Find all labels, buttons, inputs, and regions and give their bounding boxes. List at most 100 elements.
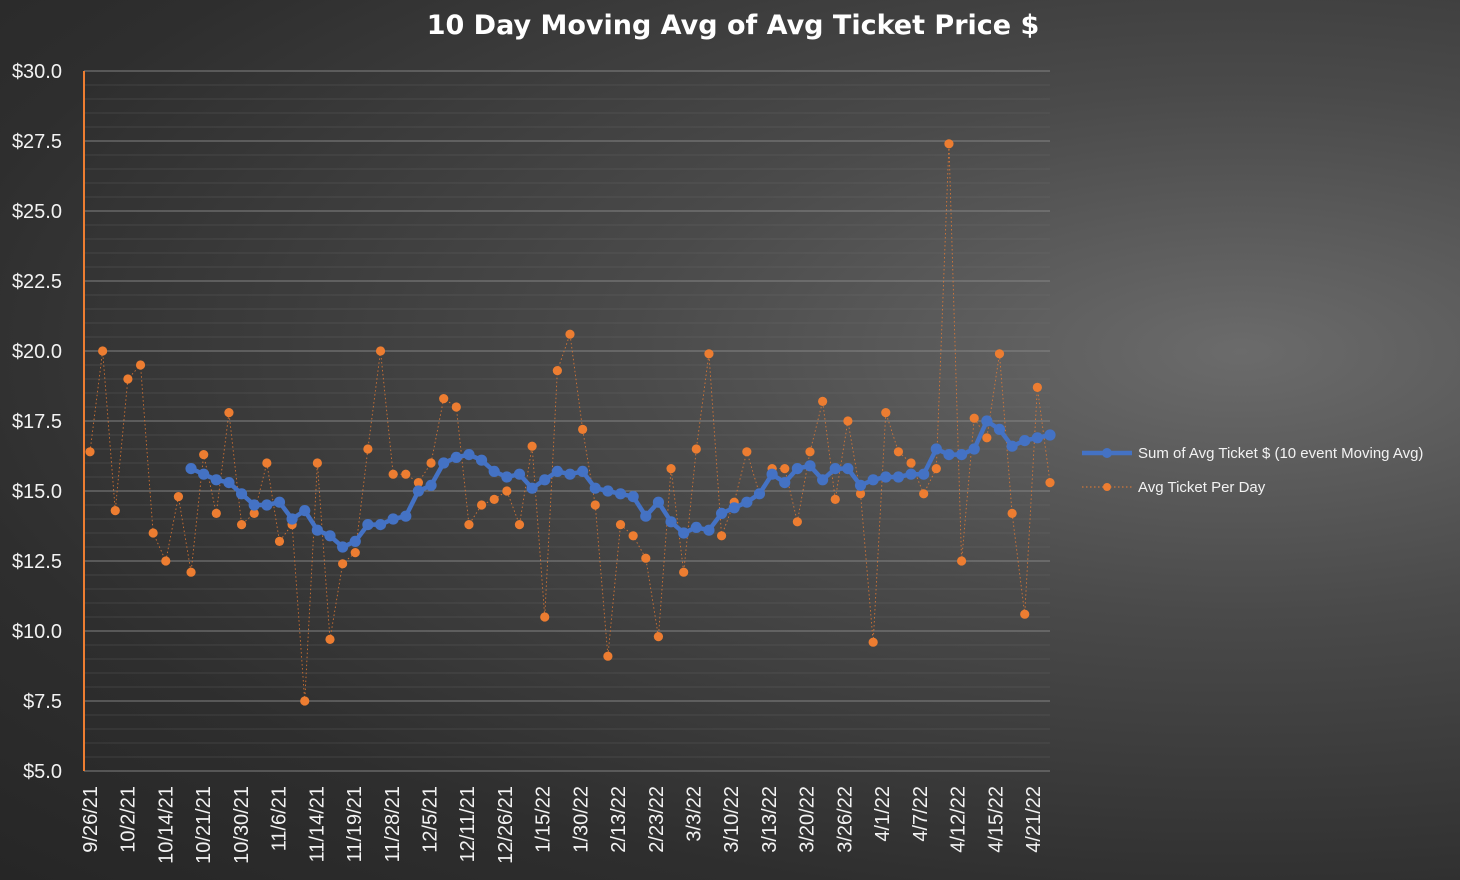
daily-point xyxy=(552,366,562,376)
daily-point xyxy=(375,346,386,356)
moving-avg-point xyxy=(804,460,816,472)
moving-avg-point xyxy=(1006,440,1018,452)
daily-point xyxy=(426,458,436,468)
legend-marker-daily xyxy=(1103,483,1111,491)
x-tick-label: 4/12/22 xyxy=(948,786,970,853)
daily-point xyxy=(956,556,967,566)
x-tick-label: 10/2/21 xyxy=(118,786,140,853)
moving-avg-point xyxy=(564,468,576,480)
daily-point xyxy=(1020,609,1030,619)
daily-point xyxy=(679,567,689,577)
x-tick-label: 11/14/21 xyxy=(306,786,328,862)
daily-point xyxy=(565,329,575,339)
moving-avg-point xyxy=(223,477,235,489)
daily-point xyxy=(893,447,904,457)
daily-point xyxy=(110,506,120,516)
x-tick-label: 11/19/21 xyxy=(344,786,366,862)
moving-avg-point xyxy=(918,468,930,480)
moving-avg-point xyxy=(1044,429,1056,441)
moving-avg-point xyxy=(539,474,551,486)
daily-point xyxy=(135,360,146,370)
moving-avg-point xyxy=(210,474,222,486)
moving-avg-point xyxy=(867,474,879,486)
moving-avg-point xyxy=(753,488,766,500)
daily-point xyxy=(969,413,979,423)
moving-avg-point xyxy=(261,499,273,511)
daily-point xyxy=(312,458,322,468)
daily-point xyxy=(540,612,550,622)
daily-point xyxy=(691,444,701,454)
moving-avg-point xyxy=(854,479,867,491)
moving-avg-point xyxy=(728,502,740,514)
x-tick-label: 3/20/22 xyxy=(797,786,819,853)
daily-point xyxy=(653,632,664,642)
moving-avg-point xyxy=(968,443,980,455)
x-tick-label: 4/7/22 xyxy=(910,786,932,842)
moving-avg-point xyxy=(425,479,437,491)
moving-avg-point xyxy=(690,521,702,534)
x-tick-label: 3/10/22 xyxy=(721,786,743,853)
x-tick-label: 11/28/21 xyxy=(382,786,404,862)
x-tick-label: 2/23/22 xyxy=(646,786,668,853)
daily-point xyxy=(363,444,373,454)
daily-point xyxy=(476,500,487,510)
y-tick-label: $17.5 xyxy=(12,411,62,433)
y-axis: $5.0 $7.5 $10.0 $12.5 $15.0 $17.5 $20.0 $22.5 $2… xyxy=(12,61,85,783)
daily-point xyxy=(1007,508,1017,518)
moving-avg-point xyxy=(779,477,791,489)
daily-point xyxy=(855,489,866,499)
moving-avg-point xyxy=(602,485,614,497)
moving-avg-point xyxy=(766,468,778,480)
y-tick-label: $12.5 xyxy=(12,551,62,573)
moving-avg-point xyxy=(741,496,753,508)
chart-title: 10 Day Moving Avg of Avg Ticket Price $ xyxy=(427,10,1040,41)
moving-avg-point xyxy=(299,505,311,517)
moving-avg-point xyxy=(311,524,323,536)
daily-point xyxy=(982,433,992,443)
y-tick-label: $10.0 xyxy=(12,621,62,643)
x-tick-label: 3/13/22 xyxy=(759,786,781,853)
moving-avg-point xyxy=(955,449,968,461)
daily-point xyxy=(173,492,184,502)
y-tick-label: $7.5 xyxy=(23,691,62,713)
moving-avg-series xyxy=(185,415,1056,553)
legend-label-moving-avg: Sum of Avg Ticket $ (10 event Moving Avg… xyxy=(1138,445,1423,462)
moving-avg-point xyxy=(614,488,627,500)
x-tick-label: 10/21/21 xyxy=(193,786,215,864)
daily-point xyxy=(906,458,916,468)
moving-avg-point xyxy=(324,530,336,542)
x-tick-label: 10/14/21 xyxy=(155,786,177,864)
daily-point xyxy=(742,447,752,457)
x-tick-label: 4/15/22 xyxy=(985,786,1007,853)
moving-avg-point xyxy=(993,423,1006,435)
y-tick-label: $15.0 xyxy=(12,481,62,503)
daily-point xyxy=(224,408,234,418)
moving-avg-point xyxy=(286,513,298,525)
daily-series xyxy=(85,139,1055,706)
moving-avg-point xyxy=(880,471,892,483)
daily-point xyxy=(85,447,95,457)
moving-avg-point xyxy=(627,491,639,503)
moving-avg-point xyxy=(715,507,728,519)
daily-point xyxy=(502,486,512,496)
moving-avg-point xyxy=(842,463,854,475)
moving-avg-point xyxy=(703,524,715,536)
daily-point xyxy=(464,520,474,530)
moving-avg-point xyxy=(488,465,500,477)
moving-avg-point xyxy=(438,457,450,469)
daily-point xyxy=(919,489,929,499)
daily-point xyxy=(666,464,676,474)
daily-point xyxy=(578,424,588,434)
daily-point xyxy=(199,450,209,460)
daily-point xyxy=(148,528,158,538)
x-tick-label: 4/1/22 xyxy=(872,786,894,842)
daily-point xyxy=(249,508,259,518)
y-tick-label: $20.0 xyxy=(12,341,62,363)
daily-point xyxy=(451,402,461,412)
daily-point xyxy=(944,139,954,149)
x-tick-label: 12/5/21 xyxy=(419,786,441,853)
daily-point xyxy=(615,520,626,530)
moving-avg-point xyxy=(235,488,248,500)
moving-avg-point xyxy=(943,449,955,461)
moving-avg-point xyxy=(577,465,589,477)
